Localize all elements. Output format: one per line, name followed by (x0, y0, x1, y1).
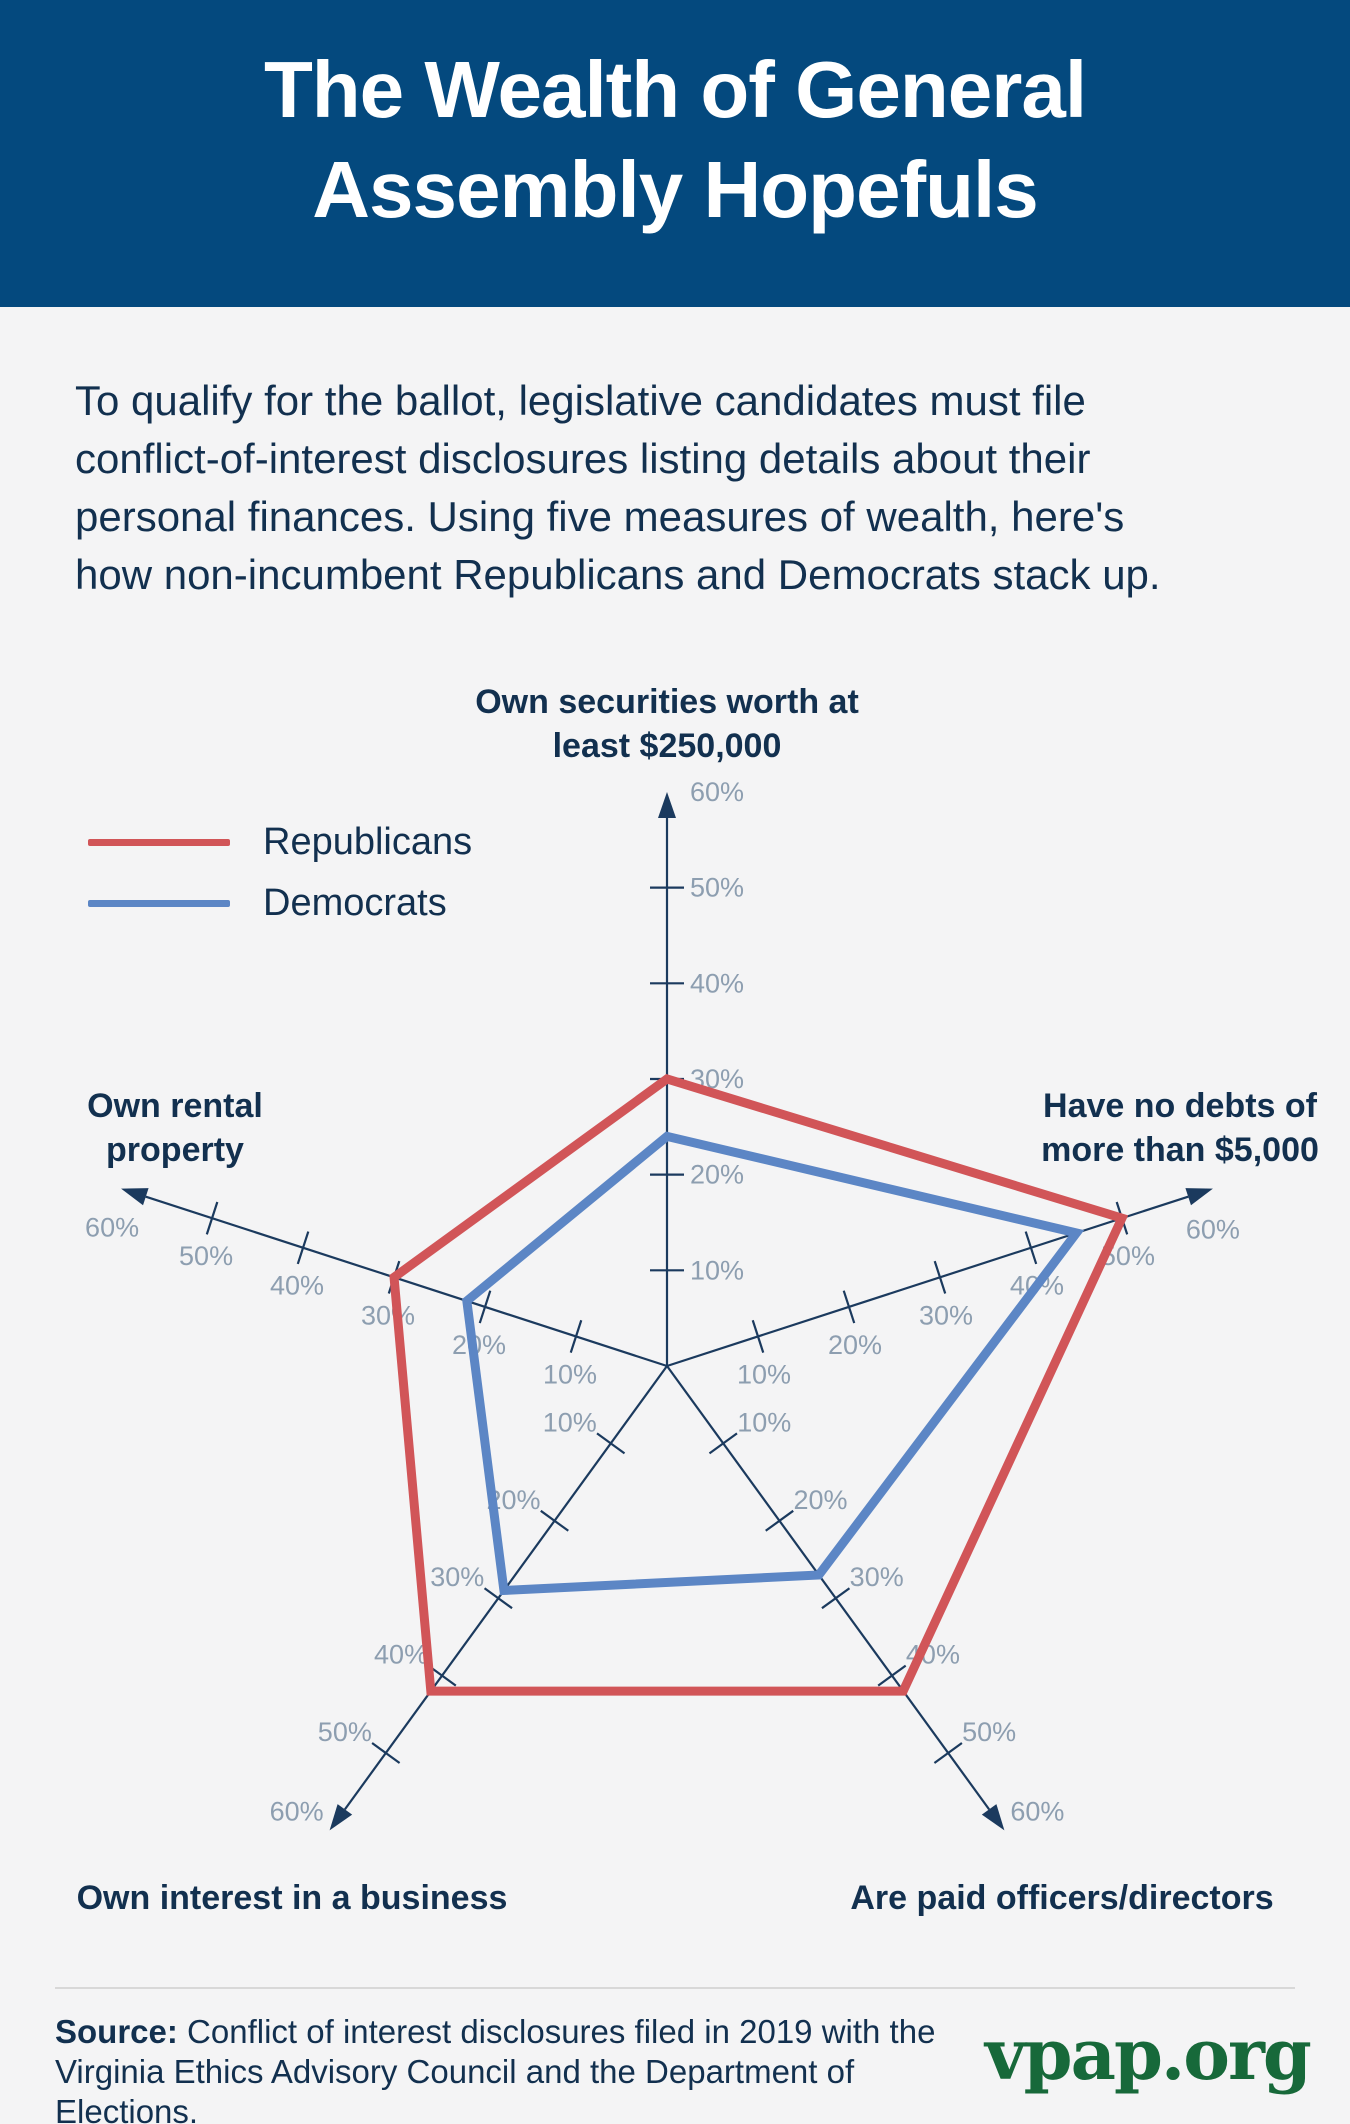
radar-tick-label-securities-50: 50% (690, 873, 744, 903)
intro-text: To qualify for the ballot, legislative c… (75, 372, 1285, 604)
radar-tick-label-business-40: 40% (374, 1640, 428, 1670)
radar-axis-arrowhead-officers (981, 1804, 1005, 1831)
radar-tick-debts-30 (933, 1260, 947, 1294)
intro-line2: conflict-of-interest disclosures listing… (75, 435, 1091, 482)
axis-label-debts: Have no debts of more than $5,000 (1030, 1084, 1330, 1172)
source-text: Source: Conflict of interest disclosures… (55, 2012, 955, 2124)
radar-tick-rental-20 (478, 1290, 492, 1324)
radar-tick-officers-40 (877, 1664, 907, 1687)
radar-axis-debts (666, 1195, 1189, 1368)
page-title: The Wealth of General Assembly Hopefuls (0, 40, 1350, 240)
radar-axis-arrowhead-debts (1185, 1188, 1213, 1206)
radar-tick-label-debts-60: 60% (1186, 1215, 1240, 1245)
axis-label-rental-line1: Own rental (87, 1087, 263, 1125)
radar-tick-business-10 (596, 1432, 626, 1455)
radar-tick-label-business-10: 10% (543, 1407, 597, 1437)
legend-label-democrats: Democrats (263, 882, 447, 924)
radar-tick-label-business-60: 60% (270, 1796, 324, 1826)
radar-tick-label-business-50: 50% (318, 1717, 372, 1747)
source-line2: Virginia Ethics Advisory Council and the… (55, 2053, 855, 2124)
intro-line1: To qualify for the ballot, legislative c… (75, 377, 1086, 424)
radar-tick-debts-10 (751, 1319, 765, 1353)
axis-label-officers: Are paid officers/directors (850, 1879, 1274, 1917)
radar-tick-label-securities-60: 60% (690, 777, 744, 807)
legend-swatch-democrats (88, 900, 230, 907)
radar-tick-label-officers-30: 30% (850, 1562, 904, 1592)
radar-tick-label-officers-60: 60% (1010, 1796, 1064, 1826)
source-line1: Source: Conflict of interest disclosures… (55, 2012, 955, 2052)
radar-axis-arrowhead-securities (658, 791, 676, 818)
header: The Wealth of General Assembly Hopefuls (0, 0, 1350, 307)
radar-tick-business-30 (483, 1587, 513, 1610)
radar-tick-label-rental-40: 40% (270, 1271, 324, 1301)
axis-label-rental-line2: property (106, 1131, 244, 1169)
radar-tick-label-debts-20: 20% (828, 1330, 882, 1360)
intro-line3: personal finances. Using five measures o… (75, 493, 1125, 540)
radar-axis-rental (145, 1195, 668, 1368)
radar-tick-business-20 (540, 1509, 569, 1532)
footer-divider (55, 1987, 1295, 1989)
source-line1-text: Conflict of interest disclosures filed i… (177, 2013, 936, 2050)
series-polygon-republicans (389, 1074, 1129, 1696)
legend-label-republicans: Republicans (263, 821, 473, 863)
radar-tick-rental-50 (205, 1201, 219, 1235)
series-polygon-democrats (462, 1131, 1085, 1596)
axis-label-business: Own interest in a business (76, 1879, 508, 1917)
vpap-logo[interactable]: vpap.org (985, 2013, 1312, 2096)
intro-line4: how non-incumbent Republicans and Democr… (75, 551, 1161, 598)
radar-tick-officers-20 (765, 1509, 794, 1532)
radar-tick-rental-40 (296, 1231, 310, 1265)
axis-label-rental: Own rental property (25, 1084, 325, 1172)
axis-label-debts-line1: Have no debts of (1043, 1087, 1317, 1125)
radar-axis-arrowhead-business (329, 1804, 353, 1831)
radar-tick-label-rental-60: 60% (85, 1213, 139, 1243)
page-title-line2: Assembly Hopefuls (312, 145, 1038, 234)
axis-label-securities-line2: least $250,000 (552, 727, 782, 765)
radar-tick-label-securities-10: 10% (690, 1255, 744, 1285)
radar-tick-label-rental-10: 10% (543, 1359, 597, 1389)
radar-tick-officers-10 (708, 1432, 738, 1455)
radar-tick-label-business-30: 30% (430, 1562, 484, 1592)
radar-tick-officers-30 (821, 1587, 851, 1610)
radar-tick-label-officers-20: 20% (793, 1485, 847, 1515)
radar-tick-debts-20 (842, 1290, 856, 1324)
axis-label-debts-line2: more than $5,000 (1041, 1131, 1319, 1169)
radar-axis-officers (666, 1365, 991, 1811)
legend-swatch-republicans (88, 839, 230, 846)
source-label: Source: (55, 2013, 178, 2050)
radar-tick-label-securities-40: 40% (690, 968, 744, 998)
page-title-line1: The Wealth of General (263, 45, 1087, 134)
radar-axis-arrowhead-rental (121, 1188, 149, 1206)
radar-tick-label-rental-30: 30% (361, 1300, 415, 1330)
axis-label-securities: Own securities worth at least $250,000 (367, 680, 967, 768)
radar-tick-label-securities-20: 20% (690, 1160, 744, 1190)
radar-tick-label-debts-10: 10% (737, 1359, 791, 1389)
radar-tick-rental-10 (569, 1319, 583, 1353)
radar-tick-debts-40 (1024, 1231, 1038, 1265)
radar-tick-label-rental-50: 50% (179, 1241, 233, 1271)
radar-tick-business-50 (371, 1742, 401, 1764)
radar-tick-label-debts-30: 30% (919, 1300, 973, 1330)
radar-tick-label-officers-10: 10% (737, 1407, 791, 1437)
axis-label-securities-line1: Own securities worth at (475, 683, 859, 721)
radar-tick-label-officers-50: 50% (962, 1717, 1016, 1747)
radar-tick-label-rental-20: 20% (452, 1330, 506, 1360)
radar-tick-officers-50 (933, 1742, 963, 1764)
